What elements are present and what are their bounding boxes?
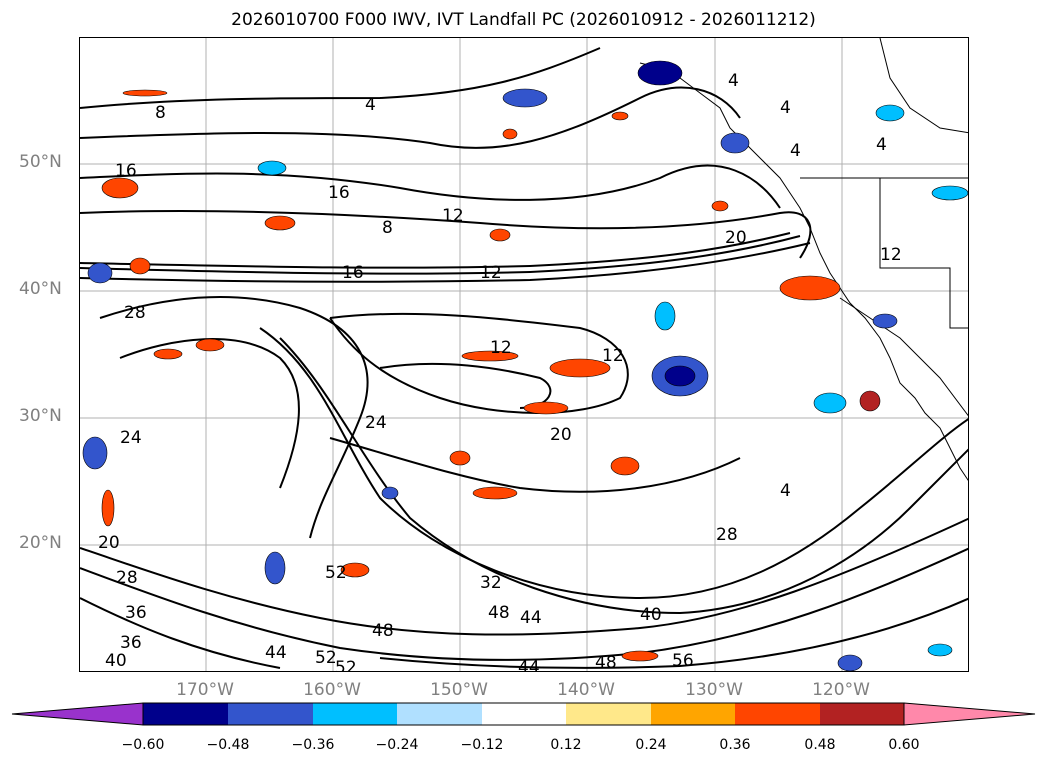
lon-label-140w: 140°W [557,680,615,700]
contour-label: 44 [520,608,542,628]
contour-label: 52 [315,648,337,668]
iwv-contours [80,47,968,669]
map-canvas: 8 4 4 4 4 4 16 16 12 8 20 12 16 12 28 12… [80,38,968,672]
colorbar [11,702,1036,726]
contour-label: 4 [728,71,739,91]
contour-label: 40 [105,651,127,671]
contour-labels: 8 4 4 4 4 4 16 16 12 8 20 12 16 12 28 12… [98,71,902,672]
contour-label: 32 [480,573,502,593]
contour-label: 4 [790,141,801,161]
contour-label: 52 [335,658,357,672]
colorbar-tick: −0.36 [291,737,335,753]
pc-shading [82,60,968,671]
lon-label-120w: 120°W [812,680,870,700]
lon-label-160w: 160°W [303,680,361,700]
colorbar-segment [566,703,651,725]
colorbar-tick: −0.48 [206,737,250,753]
colorbar-segment [228,703,313,725]
contour-label: 20 [98,533,120,553]
colorbar-segment [397,703,482,725]
contour-label: 24 [365,413,387,433]
colorbar-tick: −0.24 [375,737,419,753]
contour-label: 16 [328,183,350,203]
colorbar-segment [735,703,820,725]
contour-label: 44 [265,643,287,663]
contour-label: 4 [780,481,791,501]
colorbar-extend-min [11,702,144,726]
contour-label: 4 [876,135,887,155]
contour-label: 12 [602,346,624,366]
colorbar-tick: 0.48 [804,737,836,753]
contour-label: 48 [488,603,510,623]
contour-label: 12 [490,338,512,358]
contour-label: 56 [672,651,694,671]
contour-label: 12 [442,206,464,226]
colorbar-segment [482,703,566,725]
colorbar-segment [313,703,397,725]
contour-label: 20 [550,425,572,445]
contour-label: 40 [640,605,662,625]
contour-label: 24 [120,428,142,448]
contour-label: 48 [372,621,394,641]
lat-label-40n: 40°N [19,279,62,299]
contour-label: 20 [725,228,747,248]
colorbar-tick: 0.24 [635,737,667,753]
contour-label: 4 [365,95,376,115]
contour-label: 8 [155,103,166,123]
contour-label: 8 [382,218,393,238]
contour-label: 28 [716,525,738,545]
contour-label: 4 [780,98,791,118]
contour-label: 44 [518,658,540,672]
contour-label: 16 [115,161,137,181]
contour-label: 28 [116,568,138,588]
colorbar-outline [142,702,905,726]
contour-label: 16 [342,263,364,283]
colorbar-tick: −0.60 [121,737,165,753]
colorbar-tick: 0.36 [719,737,751,753]
contour-label: 12 [880,245,902,265]
colorbar-tick: 0.60 [888,737,920,753]
colorbar-segment [820,703,904,725]
contour-label: 28 [124,303,146,323]
contour-label: 48 [595,653,617,672]
contour-label: 52 [325,563,347,583]
contour-label: 36 [120,633,142,653]
colorbar-segment [143,703,228,725]
lon-label-170w: 170°W [176,680,234,700]
lat-label-50n: 50°N [19,152,62,172]
lat-label-30n: 30°N [19,406,62,426]
colorbar-extend-max [903,702,1036,726]
lon-label-150w: 150°W [430,680,488,700]
figure-title: 2026010700 F000 IWV, IVT Landfall PC (20… [231,10,816,30]
lat-label-20n: 20°N [19,533,62,553]
contour-label: 12 [480,263,502,283]
colorbar-tick: −0.12 [460,737,504,753]
colorbar-tick: 0.12 [550,737,582,753]
coastline [639,38,968,481]
lon-label-130w: 130°W [685,680,743,700]
contour-label: 36 [125,603,147,623]
colorbar-segment [651,703,735,725]
map-panel: 8 4 4 4 4 4 16 16 12 8 20 12 16 12 28 12… [79,37,969,672]
gridlines [80,38,968,671]
